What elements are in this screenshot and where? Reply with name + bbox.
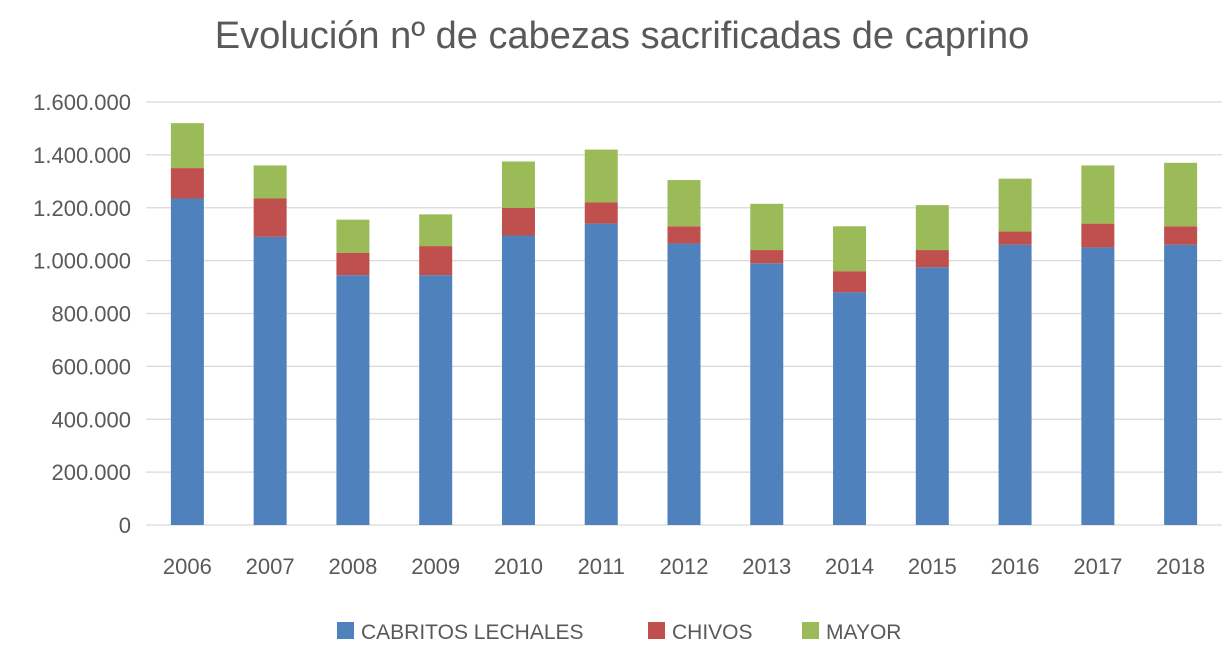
bar-mayor-2013 [750, 203, 784, 251]
x-tick-label: 2014 [825, 554, 874, 579]
bar-mayor-2012 [667, 179, 701, 227]
bar-cabritos-lechales-2007 [253, 236, 287, 526]
bars [170, 123, 1198, 526]
y-tick-label: 400.000 [51, 407, 131, 432]
x-tick-label: 2012 [660, 554, 709, 579]
legend-label-cabritos-lechales: CABRITOS LECHALES [361, 621, 584, 644]
bar-mayor-2009 [419, 214, 453, 247]
bar-chivos-2006 [170, 168, 204, 199]
bar-chivos-2011 [584, 202, 618, 224]
bar-mayor-2014 [833, 226, 867, 272]
x-tick-label: 2016 [991, 554, 1040, 579]
y-tick-label: 600.000 [51, 354, 131, 379]
bar-cabritos-lechales-2011 [584, 223, 618, 526]
x-tick-label: 2013 [742, 554, 791, 579]
y-tick-label: 200.000 [51, 460, 131, 485]
bar-chivos-2016 [998, 231, 1032, 245]
legend-swatch-cabritos-lechales [337, 622, 354, 639]
x-axis-tick-labels: 2006 2007 2008 2009 2010 2011 2012 2013 2014 2015… [163, 554, 1205, 579]
bar-mayor-2006 [170, 123, 204, 169]
bar-chivos-2010 [501, 207, 535, 236]
bar-cabritos-lechales-2008 [336, 275, 370, 525]
x-tick-label: 2008 [328, 554, 377, 579]
y-tick-label: 1.200.000 [33, 196, 131, 221]
x-tick-label: 2006 [163, 554, 212, 579]
legend-label-mayor: MAYOR [826, 621, 901, 644]
bar-chivos-2017 [1081, 223, 1115, 248]
bar-cabritos-lechales-2015 [915, 267, 949, 525]
bar-cabritos-lechales-2012 [667, 243, 701, 526]
x-tick-label: 2017 [1073, 554, 1122, 579]
x-tick-label: 2007 [246, 554, 295, 579]
chart-title: Evolución nº de cabezas sacrificadas de … [215, 15, 1029, 57]
bar-mayor-2011 [584, 149, 618, 203]
bar-cabritos-lechales-2013 [750, 263, 784, 525]
legend-swatch-chivos [648, 622, 665, 639]
bar-cabritos-lechales-2009 [419, 275, 453, 525]
bar-chivos-2008 [336, 252, 370, 276]
x-tick-label: 2009 [411, 554, 460, 579]
y-tick-label: 1.400.000 [33, 143, 131, 168]
y-tick-label: 1.600.000 [33, 90, 131, 115]
y-tick-label: 1.000.000 [33, 249, 131, 274]
bar-mayor-2017 [1081, 165, 1115, 224]
bar-chivos-2007 [253, 198, 287, 237]
x-tick-label: 2018 [1156, 554, 1205, 579]
bar-mayor-2018 [1164, 162, 1198, 227]
bar-mayor-2010 [501, 161, 535, 208]
bar-chivos-2009 [419, 246, 453, 276]
bar-cabritos-lechales-2016 [998, 244, 1032, 525]
legend-swatch-mayor [802, 622, 819, 639]
bar-mayor-2007 [253, 165, 287, 199]
y-tick-label: 800.000 [51, 302, 131, 327]
bar-chivos-2014 [833, 271, 867, 293]
bar-chivos-2012 [667, 226, 701, 244]
legend-label-chivos: CHIVOS [672, 621, 753, 644]
bar-chivos-2013 [750, 250, 784, 264]
bar-chivos-2018 [1164, 226, 1198, 245]
bar-mayor-2008 [336, 219, 370, 253]
bar-mayor-2015 [915, 205, 949, 251]
bar-mayor-2016 [998, 178, 1032, 232]
bar-cabritos-lechales-2006 [170, 198, 204, 525]
y-tick-label: 0 [119, 513, 131, 538]
bar-cabritos-lechales-2018 [1164, 244, 1198, 525]
legend: CABRITOS LECHALES CHIVOS MAYOR [337, 621, 901, 644]
bar-chivos-2015 [915, 250, 949, 268]
x-tick-label: 2015 [908, 554, 957, 579]
bar-cabritos-lechales-2014 [833, 292, 867, 525]
x-tick-label: 2011 [578, 554, 625, 579]
bar-cabritos-lechales-2010 [501, 235, 535, 525]
x-tick-label: 2010 [494, 554, 543, 579]
bar-cabritos-lechales-2017 [1081, 247, 1115, 525]
y-axis-tick-labels: 0 200.000 400.000 600.000 800.000 1.000.000 1.… [33, 90, 131, 538]
